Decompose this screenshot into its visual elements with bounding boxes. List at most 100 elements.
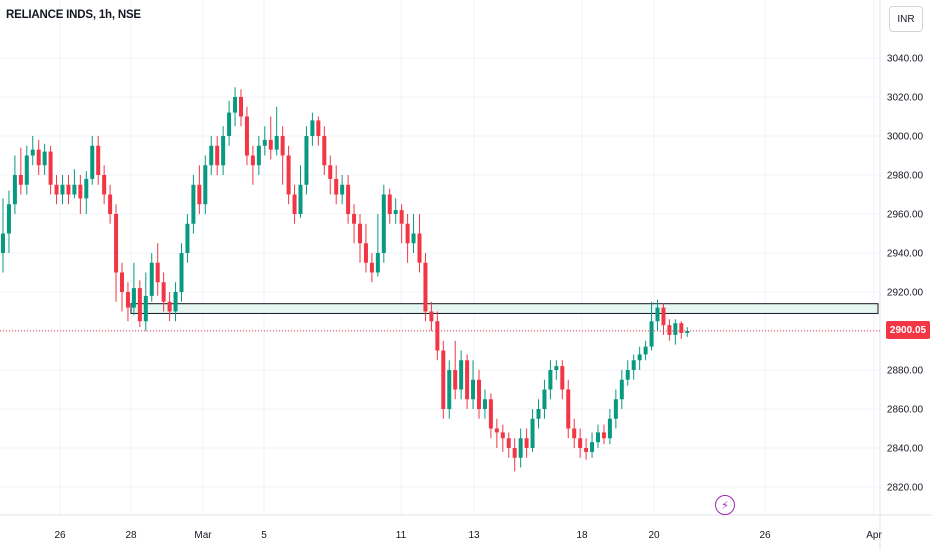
candle-body <box>411 233 416 244</box>
candle <box>191 175 196 234</box>
candle-body <box>6 204 11 234</box>
price-tick-label: 2960.00 <box>887 210 924 221</box>
candle-body <box>90 145 95 179</box>
candle-body <box>84 178 89 199</box>
candle-body <box>405 223 410 244</box>
time-tick-label: 26 <box>759 530 771 541</box>
candle-body <box>221 136 226 166</box>
candle <box>179 243 184 302</box>
candle-body <box>393 210 398 214</box>
time-axis[interactable]: 26 28 Mar 5 11 13 18 20 26 Apr <box>54 530 882 541</box>
candle-body <box>655 307 660 322</box>
candle-body <box>578 438 583 448</box>
candle <box>358 214 362 263</box>
candle <box>30 136 35 166</box>
candle-body <box>625 370 630 380</box>
candle <box>120 262 124 312</box>
candle <box>18 147 23 195</box>
candle <box>631 354 636 380</box>
candle-body <box>631 360 636 370</box>
candle <box>328 155 333 195</box>
candles-layer <box>1 87 690 472</box>
candle <box>215 136 220 175</box>
candle <box>66 175 71 205</box>
candle-body <box>524 438 529 448</box>
candle-body <box>679 323 684 333</box>
candle-body <box>459 360 464 390</box>
price-tick-label: 2980.00 <box>887 171 924 182</box>
candle-body <box>554 366 559 370</box>
price-tick-label: 2860.00 <box>887 405 924 416</box>
candle <box>286 145 291 205</box>
candle-body <box>256 145 261 166</box>
candle <box>423 253 428 322</box>
candle <box>96 136 101 185</box>
candle-body <box>191 184 196 224</box>
candle-body <box>619 379 624 400</box>
candle <box>381 184 386 263</box>
candle-body <box>173 292 178 312</box>
candle <box>131 262 136 316</box>
candle-body <box>280 136 285 156</box>
candle-body <box>322 136 327 166</box>
candle <box>596 424 600 448</box>
candle <box>429 301 434 331</box>
candle-body <box>447 370 452 409</box>
candle-body <box>518 438 523 458</box>
time-tick-label: 13 <box>468 530 480 541</box>
candle-body <box>197 184 202 205</box>
candle <box>369 253 374 283</box>
candle-body <box>149 262 154 296</box>
candle-body <box>649 321 654 347</box>
currency-button[interactable]: INR <box>889 6 923 32</box>
candle <box>12 155 17 214</box>
price-axis[interactable]: 2820.002840.002860.002880.002900.002920.… <box>887 54 924 494</box>
candle <box>566 379 571 439</box>
candle <box>655 299 660 331</box>
candle-body <box>233 97 238 113</box>
time-tick-label: Apr <box>866 530 882 541</box>
candle-body <box>607 418 612 439</box>
candle-body <box>358 223 362 244</box>
candle-body <box>203 165 208 205</box>
candle <box>619 370 624 409</box>
lightning-icon[interactable]: ⚡ <box>715 495 735 515</box>
price-tick-label: 2940.00 <box>887 249 924 260</box>
candle-body <box>536 409 541 419</box>
candle <box>6 190 11 253</box>
candle-body <box>137 288 142 322</box>
candle-body <box>292 194 297 214</box>
candle-body <box>399 210 404 224</box>
candle-body <box>530 418 535 448</box>
candle-body <box>435 321 440 351</box>
candle <box>601 424 606 445</box>
candle <box>530 409 535 452</box>
candle <box>411 214 416 253</box>
candle <box>244 106 249 166</box>
candle-body <box>274 136 279 150</box>
candle-body <box>30 149 35 156</box>
candle-body <box>381 194 386 253</box>
candle-body <box>477 379 481 409</box>
candle <box>637 346 642 370</box>
candle-body <box>298 184 303 214</box>
support-zone-layer <box>130 303 879 314</box>
candle-body <box>24 155 29 185</box>
candle <box>125 282 130 322</box>
candle-body <box>465 360 470 400</box>
symbol-title: RELIANCE INDS, 1h, NSE <box>6 9 141 21</box>
candle <box>572 418 577 448</box>
candle <box>447 360 452 419</box>
candle <box>292 184 297 224</box>
candle-body <box>512 448 517 458</box>
candle-body <box>304 136 309 185</box>
candle <box>441 340 446 419</box>
candle <box>542 379 547 419</box>
price-tick-label: 2920.00 <box>887 288 924 299</box>
candle-body <box>500 432 505 439</box>
candle <box>607 409 612 445</box>
candle <box>161 272 166 312</box>
candle <box>36 139 41 175</box>
